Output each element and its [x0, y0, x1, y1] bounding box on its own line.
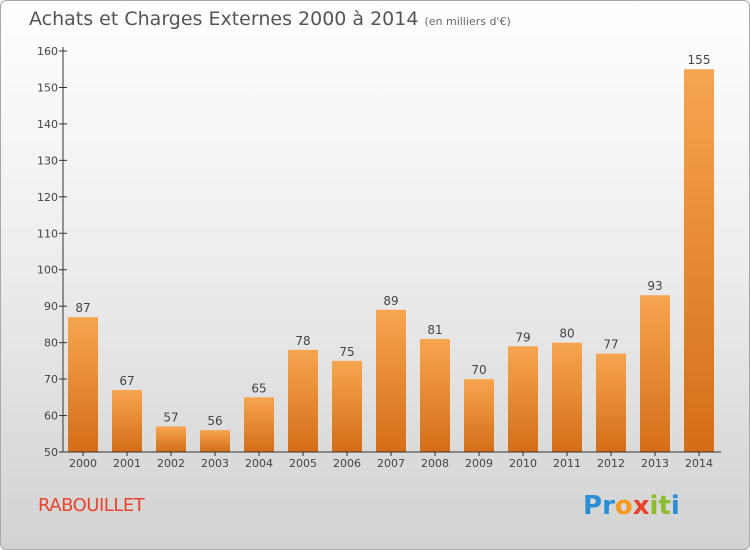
data-label-2001: 67: [119, 374, 134, 388]
x-tick-label-2012: 2012: [597, 457, 625, 470]
x-tick-label-2001: 2001: [113, 457, 141, 470]
bar-2014: [684, 69, 714, 453]
logo-letter: P: [583, 491, 603, 521]
logo-letter: i: [649, 491, 659, 521]
x-tick-label-2005: 2005: [289, 457, 317, 470]
y-tick-label-140: 140: [37, 118, 58, 131]
y-tick-label-130: 130: [37, 154, 58, 167]
x-tick-label-2011: 2011: [553, 457, 581, 470]
logo-letter: i: [670, 491, 680, 521]
chart-title-text: Achats et Charges Externes 2000 à 2014: [29, 8, 419, 30]
bar-2001: [112, 390, 142, 452]
data-label-2004: 65: [251, 381, 266, 395]
x-tick-label-2009: 2009: [465, 457, 493, 470]
bar-2003: [200, 430, 230, 452]
x-tick-label-2013: 2013: [641, 457, 669, 470]
bar-2007: [376, 309, 406, 452]
bar-2004: [244, 397, 274, 452]
y-tick-label-60: 60: [44, 410, 58, 423]
logo-letter: o: [614, 491, 633, 521]
y-tick-label-90: 90: [44, 300, 58, 313]
y-tick-label-160: 160: [37, 45, 58, 58]
data-label-2005: 78: [295, 334, 310, 348]
data-label-2003: 56: [207, 414, 222, 428]
y-tick-label-70: 70: [44, 373, 58, 386]
data-label-2000: 87: [75, 301, 90, 315]
bar-2010: [508, 346, 538, 452]
data-label-2008: 81: [427, 323, 442, 337]
bar-2011: [552, 342, 582, 452]
data-label-2009: 70: [471, 363, 486, 377]
logo-letter: x: [632, 491, 650, 521]
bar-2005: [288, 349, 318, 452]
bar-2002: [156, 426, 186, 452]
bar-2009: [464, 379, 494, 452]
bar-2012: [596, 353, 626, 452]
data-label-2010: 79: [515, 330, 530, 344]
y-tick-label-120: 120: [37, 191, 58, 204]
proxiti-logo: Proxiti: [583, 491, 680, 521]
y-tick-label-50: 50: [44, 446, 58, 459]
data-label-2006: 75: [339, 345, 354, 359]
y-tick-label-110: 110: [37, 227, 58, 240]
x-tick-label-2008: 2008: [421, 457, 449, 470]
data-label-2011: 80: [559, 327, 574, 341]
x-tick-label-2000: 2000: [69, 457, 97, 470]
data-label-2007: 89: [383, 294, 398, 308]
x-tick-label-2007: 2007: [377, 457, 405, 470]
bar-2006: [332, 360, 362, 452]
logo-letter: t: [658, 491, 671, 521]
chart-unit: (en milliers d'€): [424, 15, 511, 28]
bar-2013: [640, 295, 670, 452]
chart-title: Achats et Charges Externes 2000 à 2014 (e…: [29, 8, 511, 30]
bar-2008: [420, 338, 450, 452]
y-tick-label-150: 150: [37, 81, 58, 94]
data-label-2014: 155: [688, 53, 711, 67]
bar-2000: [68, 317, 98, 452]
data-label-2012: 77: [603, 338, 618, 352]
x-tick-label-2003: 2003: [201, 457, 229, 470]
x-tick-label-2014: 2014: [685, 457, 713, 470]
commune-name: RABOUILLET: [38, 495, 145, 516]
logo-letter: r: [602, 491, 615, 521]
x-tick-label-2010: 2010: [509, 457, 537, 470]
y-tick-label-80: 80: [44, 337, 58, 350]
x-tick-label-2006: 2006: [333, 457, 361, 470]
data-label-2002: 57: [163, 410, 178, 424]
y-tick-label-100: 100: [37, 264, 58, 277]
x-tick-label-2004: 2004: [245, 457, 273, 470]
data-label-2013: 93: [647, 279, 662, 293]
x-tick-label-2002: 2002: [157, 457, 185, 470]
